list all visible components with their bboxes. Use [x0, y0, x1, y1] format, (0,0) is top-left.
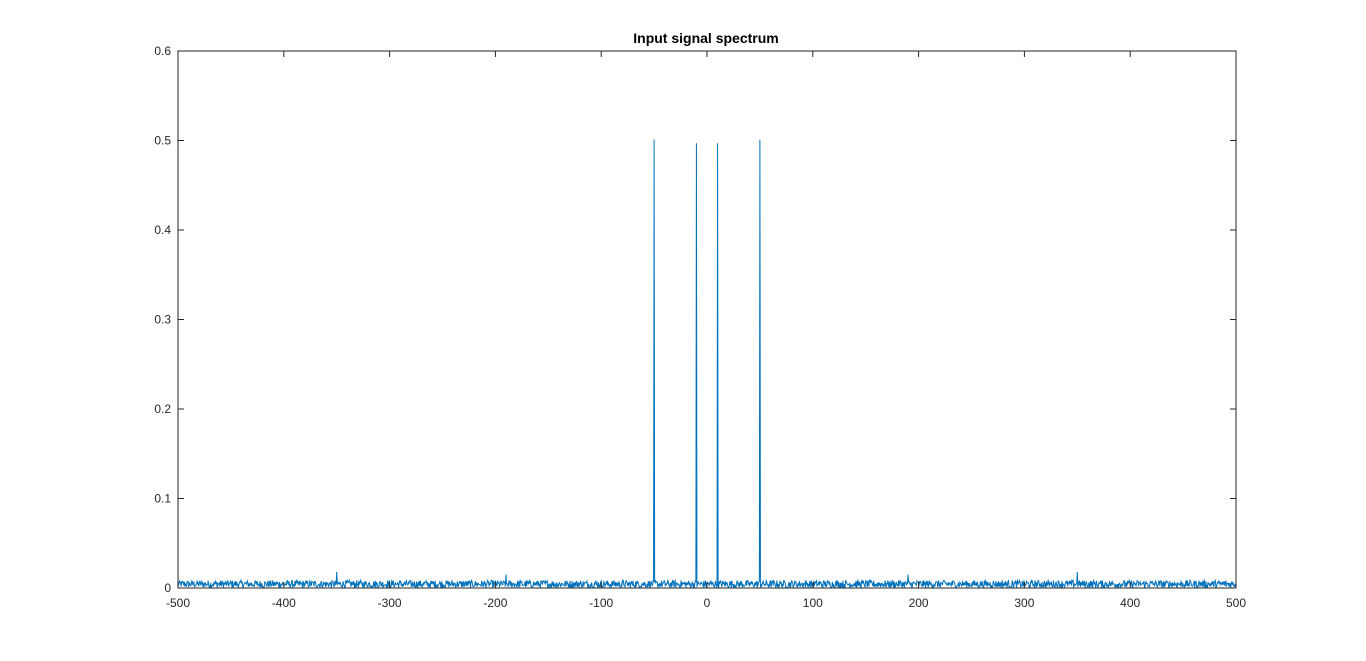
x-tick-label: -400 [272, 596, 296, 610]
axes-box [177, 50, 1237, 589]
x-tick-label: -100 [589, 596, 613, 610]
y-tick-label: 0.2 [154, 402, 171, 416]
x-axis-ticks: -500 -400 -300 -200 -100 0 100 200 300 400 500 [166, 51, 1246, 610]
y-axis-ticks: 0 0.1 0.2 0.3 0.4 0.5 0.6 [154, 44, 1236, 595]
x-tick-label: 500 [1226, 596, 1246, 610]
x-tick-label: -500 [166, 596, 190, 610]
y-tick-label: 0.1 [154, 492, 171, 506]
x-tick-label: 100 [803, 596, 823, 610]
x-tick-label: 0 [704, 596, 711, 610]
x-tick-label: -300 [378, 596, 402, 610]
chart-title: Input signal spectrum [633, 30, 778, 46]
plot-area [177, 139, 1237, 590]
axes [177, 50, 1237, 589]
y-tick-label: 0.3 [154, 313, 171, 327]
y-tick-label: 0 [164, 581, 171, 595]
x-tick-label: -200 [483, 596, 507, 610]
x-tick-label: 400 [1120, 596, 1140, 610]
series-line [177, 139, 1237, 590]
y-tick-label: 0.4 [154, 223, 171, 237]
x-tick-label: 300 [1014, 596, 1034, 610]
y-tick-label: 0.5 [154, 134, 171, 148]
y-tick-label: 0.6 [154, 44, 171, 58]
x-tick-label: 200 [909, 596, 929, 610]
